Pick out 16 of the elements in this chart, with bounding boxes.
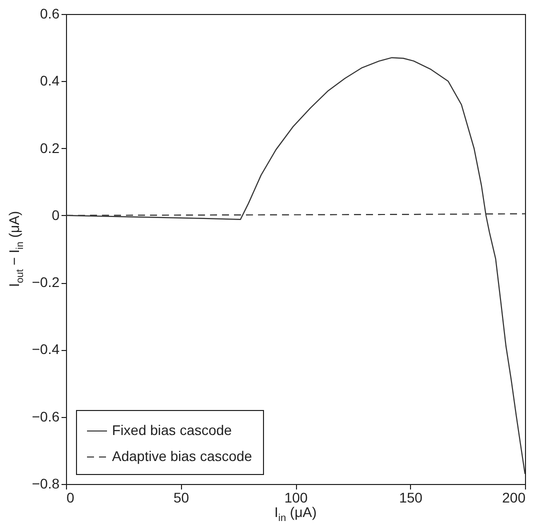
y-tick-label: −0.8 (32, 476, 60, 492)
y-tick-label: 0.2 (40, 140, 60, 156)
y-tick-label: −0.4 (32, 341, 60, 358)
y-tick-label: 0 (52, 206, 60, 223)
x-tick-label: 150 (399, 490, 423, 506)
x-tick-label: 50 (173, 490, 190, 506)
y-tick-label: 0.6 (40, 6, 60, 22)
legend-label: Adaptive bias cascode (112, 448, 252, 464)
x-tick-label: 0 (66, 490, 74, 506)
legend-label: Fixed bias cascode (112, 422, 232, 438)
y-tick-label: 0.4 (40, 72, 60, 89)
x-tick-label: 100 (284, 490, 308, 506)
x-tick-label: 200 (502, 490, 526, 506)
x-axis-title: I$_{in}$ (μA) (274, 504, 317, 524)
y-tick-label: −0.6 (32, 408, 60, 424)
y-tick-label: −0.2 (32, 274, 60, 290)
